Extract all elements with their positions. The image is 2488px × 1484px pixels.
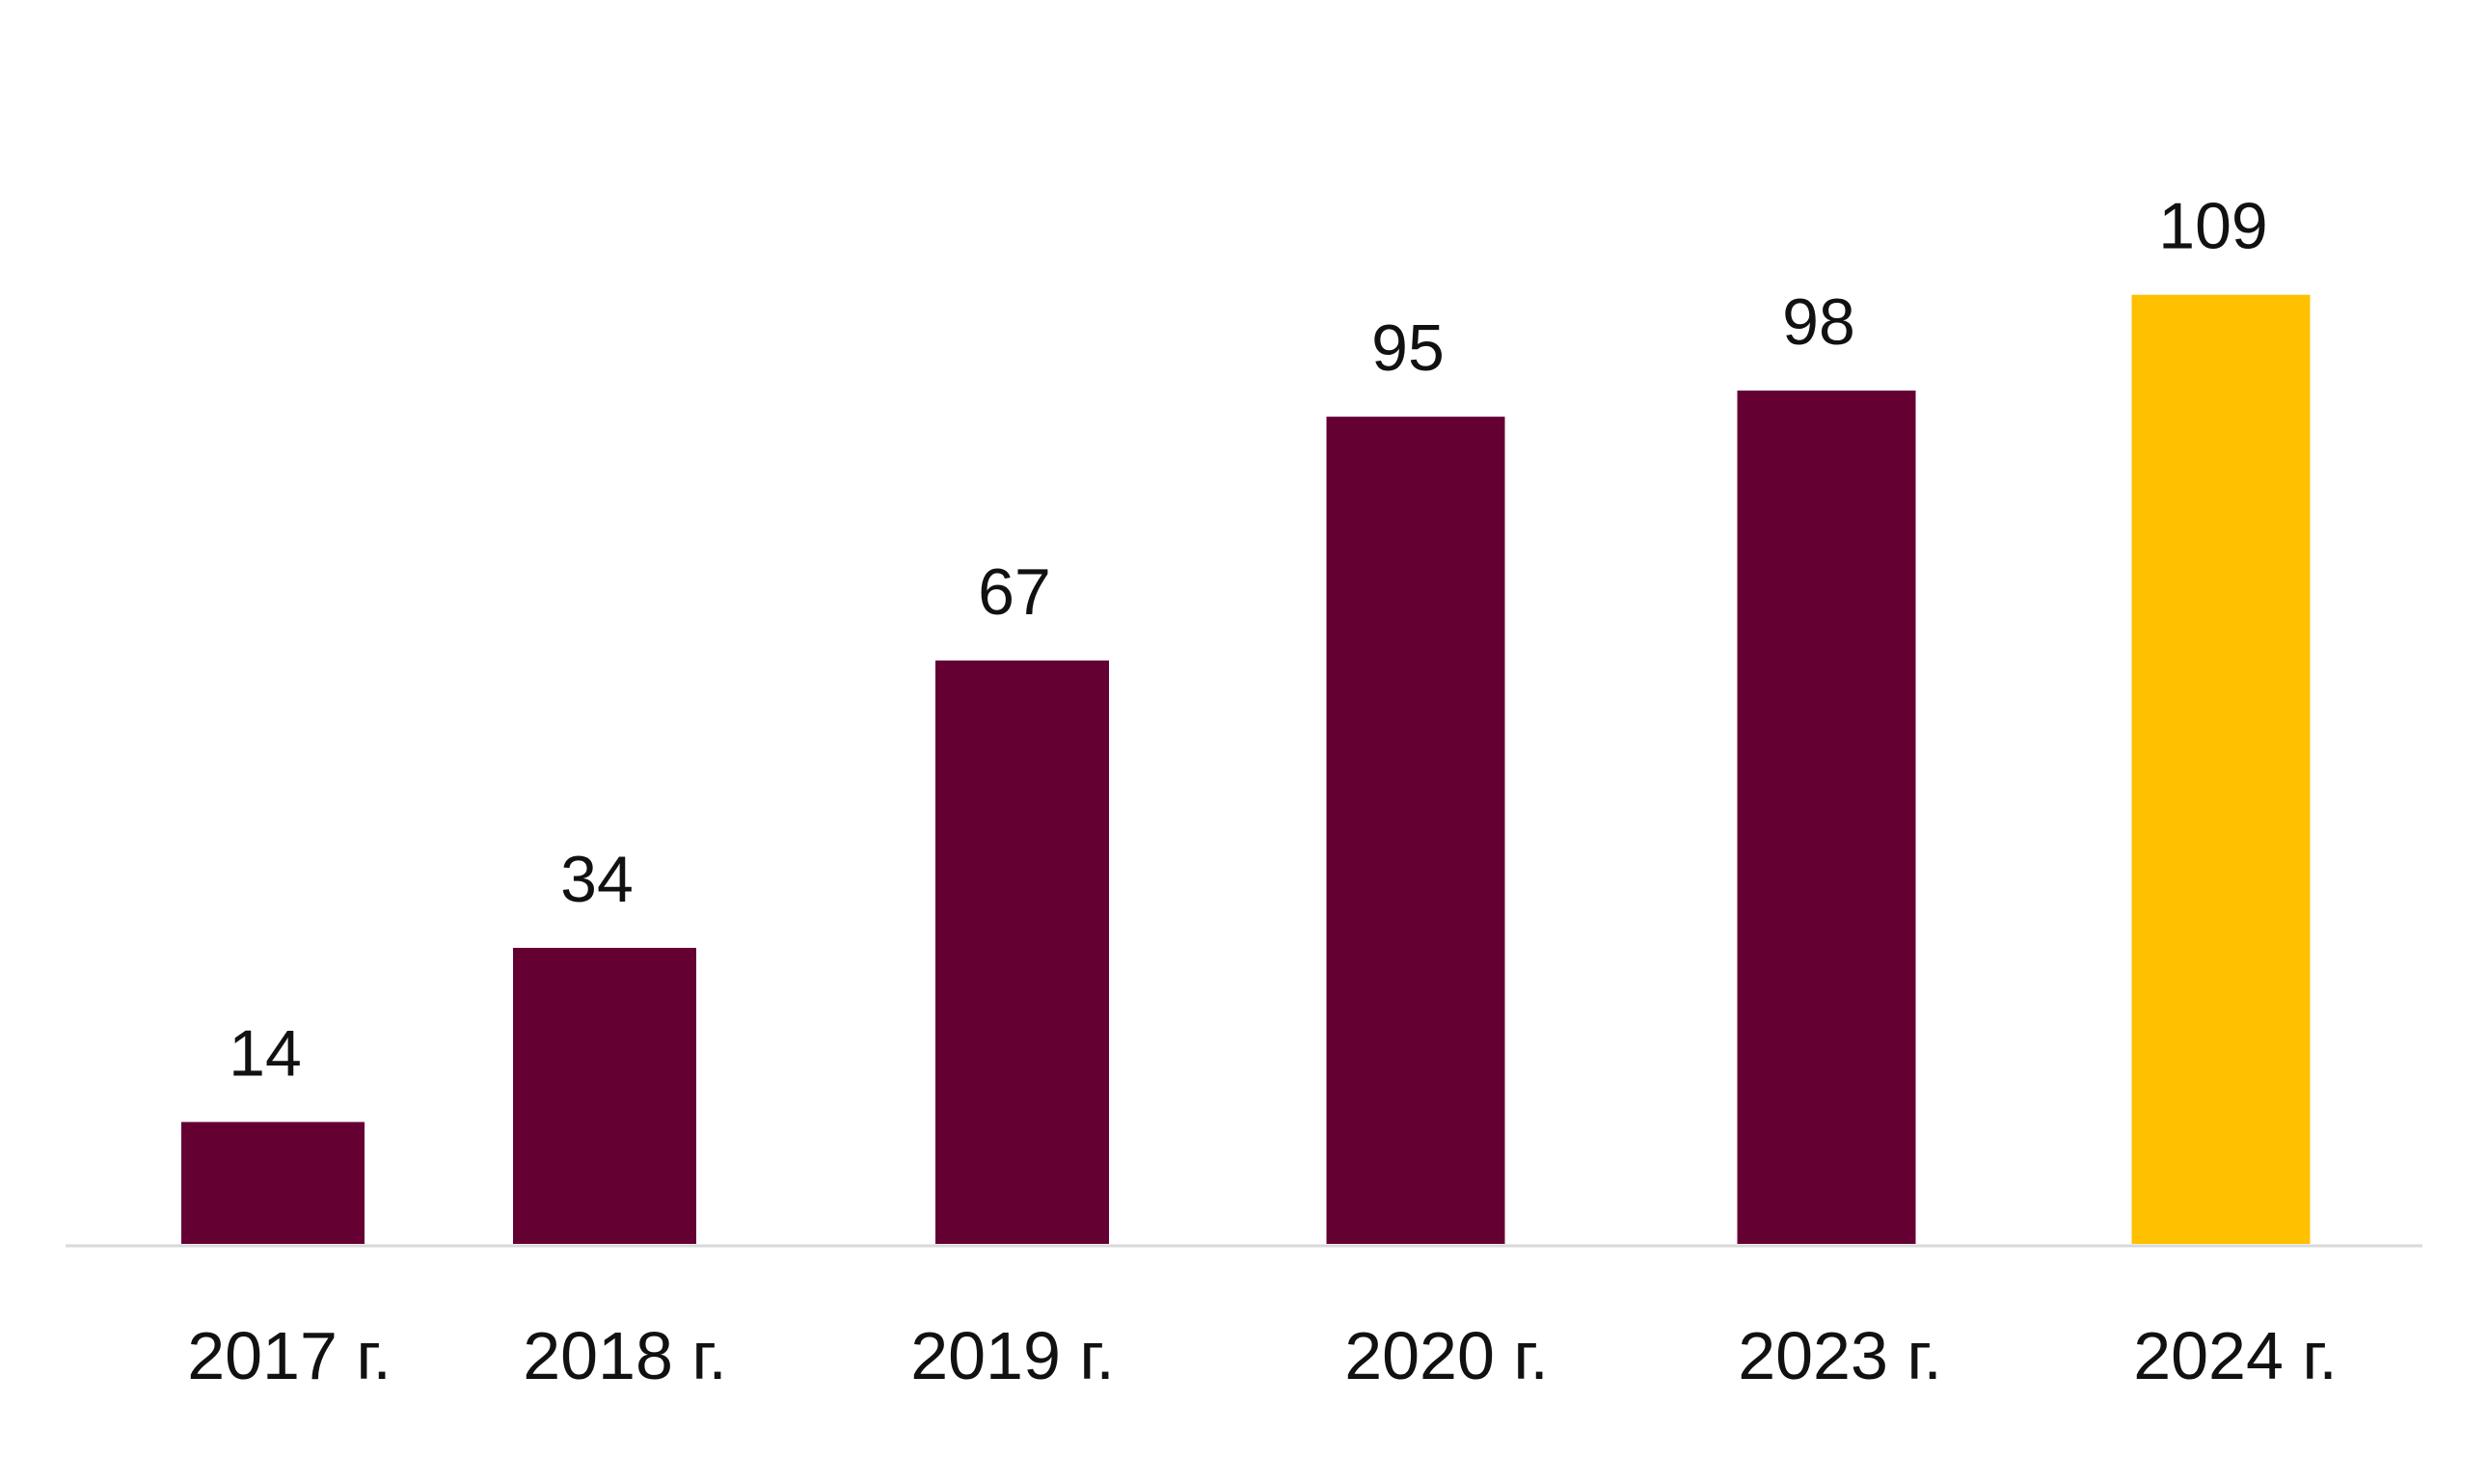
x-tick-label-5: 2024 г. xyxy=(2133,1318,2338,1393)
x-tick-label-2: 2019 г. xyxy=(910,1318,1115,1393)
data-label-3: 95 xyxy=(1371,311,1445,385)
bar-2 xyxy=(935,660,1109,1244)
data-label-0: 14 xyxy=(229,1017,302,1091)
value-labels-group: 14 34 67 95 98 109 xyxy=(229,190,2268,1091)
x-tick-labels-group: 2017 г. 2018 г. 2019 г. 2020 г. 2023 г. 2024 … xyxy=(187,1318,2338,1393)
bars-group xyxy=(181,294,2311,1245)
x-tick-label-0: 2017 г. xyxy=(187,1318,392,1393)
bar-5 xyxy=(2131,294,2311,1245)
bar-4 xyxy=(1737,391,1916,1244)
bar-3 xyxy=(1326,417,1505,1244)
bar-1 xyxy=(513,947,696,1244)
data-label-1: 34 xyxy=(560,843,634,916)
x-tick-label-3: 2020 г. xyxy=(1344,1318,1549,1393)
x-tick-label-4: 2023 г. xyxy=(1738,1318,1942,1393)
data-label-2: 67 xyxy=(978,555,1051,629)
x-tick-label-1: 2018 г. xyxy=(523,1318,727,1393)
data-label-5: 109 xyxy=(2158,190,2267,263)
bar-0 xyxy=(181,1121,365,1244)
data-label-4: 98 xyxy=(1782,285,1855,359)
